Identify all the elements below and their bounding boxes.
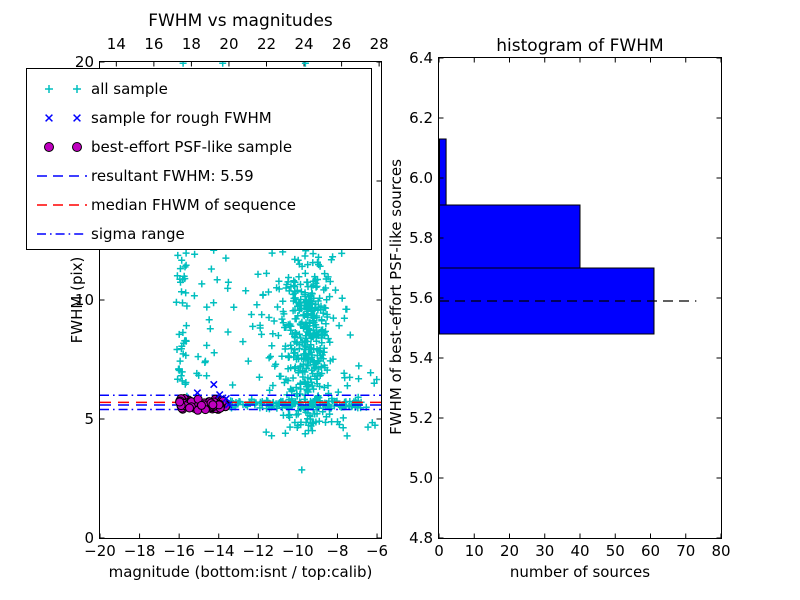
left-xaxis-tick-label: −8 (326, 542, 349, 560)
left-xaxis-tick-label: −16 (163, 542, 195, 560)
legend-item-label: sigma range (91, 225, 185, 243)
histogram-xaxis-tick-label: 70 (676, 542, 696, 560)
histogram-plot-area (438, 57, 722, 539)
histogram-xaxis-tick-label: 10 (464, 542, 484, 560)
left-yaxis-tick-label: 0 (84, 529, 94, 547)
plus-legend-marker (45, 85, 81, 93)
histogram-yaxis-tick-label: 6.0 (409, 169, 433, 187)
left-top-xaxis-tick-label: 24 (294, 35, 314, 53)
left-xaxis-tick-label: −18 (123, 542, 156, 560)
histogram-yaxis-tick-label: 6.2 (409, 109, 433, 127)
histogram-yaxis-tick-label: 5.0 (409, 469, 433, 487)
histogram-yaxis-tick-label: 5.8 (409, 229, 433, 247)
legend-item-label: sample for rough FWHM (91, 109, 272, 127)
histogram-yaxis-tick-label: 6.4 (409, 49, 433, 67)
legend-item-resultant-fwhm-5-59: resultant FWHM: 5.59 (27, 161, 371, 191)
left-xaxis-tick-label: −20 (84, 542, 116, 560)
rough-fwhm-sample-points (193, 380, 233, 409)
left-xaxis-tick-label: −6 (365, 542, 389, 560)
psf-like-sample-points (175, 394, 230, 415)
histogram-yaxis-tick-label: 5.6 (409, 289, 433, 307)
histogram-xaxis-tick-label: 40 (570, 542, 590, 560)
legend-item-median-fhwm-of-sequence: median FHWM of sequence (27, 190, 371, 220)
left-xaxis-label: magnitude (bottom:isnt / top:calib) (108, 563, 373, 581)
histogram-title: histogram of FWHM (496, 36, 664, 56)
histogram-bars (439, 138, 655, 335)
histogram-xaxis-tick-label: 30 (535, 542, 555, 560)
legend-item-all-sample: all sample (27, 74, 371, 104)
line-dashed-legend-marker (37, 175, 87, 177)
histogram-yaxis-tick-label: 5.2 (409, 409, 433, 427)
legend-item-label: resultant FWHM: 5.59 (91, 167, 254, 185)
legend-item-label: median FHWM of sequence (91, 196, 296, 214)
left-top-xaxis-tick-label: 22 (256, 35, 277, 53)
axis-ticks (439, 58, 721, 538)
left-top-xaxis-tick-label: 14 (106, 35, 126, 53)
left-xaxis-tick-label: −12 (242, 542, 275, 560)
left-yaxis-tick-label: 5 (84, 410, 94, 428)
x-legend-marker (45, 114, 81, 122)
histogram-bar (439, 204, 581, 269)
left-top-xaxis-tick-label: 20 (219, 35, 239, 53)
left-top-xaxis-tick-label: 26 (332, 35, 352, 53)
left-xaxis-tick-label: −14 (202, 542, 235, 560)
histogram-xaxis-label: number of sources (509, 563, 651, 581)
left-top-xaxis-tick-label: 16 (144, 35, 164, 53)
histogram-xaxis-tick-label: 50 (605, 542, 625, 560)
left-xaxis-tick-label: −10 (282, 542, 314, 560)
legend-item-best-effort-psf-like-sample: best-effort PSF-like sample (27, 132, 371, 162)
left-yaxis-tick-label: 20 (74, 53, 94, 71)
legend: all sample sample for rough FWHM best-effo… (26, 68, 372, 250)
legend-item-label: best-effort PSF-like sample (91, 138, 293, 156)
histogram-bar (439, 138, 447, 206)
histogram-xaxis-tick-label: 60 (640, 542, 661, 560)
left-plot-title: FWHM vs magnitudes (148, 11, 333, 31)
histogram-canvas (439, 58, 721, 538)
histogram-yaxis-tick-label: 4.8 (409, 529, 433, 547)
circle-legend-marker (44, 142, 82, 152)
scatter-plot-canvas (100, 62, 381, 538)
axis-ticks (100, 62, 381, 538)
histogram-yaxis-tick-label: 5.4 (409, 349, 433, 367)
left-yaxis-tick-label: 10 (74, 291, 94, 309)
histogram-xaxis-tick-label: 80 (711, 542, 731, 560)
line-dashed-legend-marker (37, 204, 87, 206)
left-top-xaxis-tick-label: 18 (181, 35, 201, 53)
left-top-xaxis-tick-label: 28 (369, 35, 389, 53)
histogram-xaxis-tick-label: 0 (434, 542, 444, 560)
legend-item-label: all sample (91, 80, 168, 98)
line-dashdot-legend-marker (37, 233, 87, 235)
legend-item-sample-for-rough-fwhm: sample for rough FWHM (27, 103, 371, 133)
histogram-xaxis-tick-label: 20 (499, 542, 520, 560)
legend-item-sigma-range: sigma range (27, 219, 371, 249)
